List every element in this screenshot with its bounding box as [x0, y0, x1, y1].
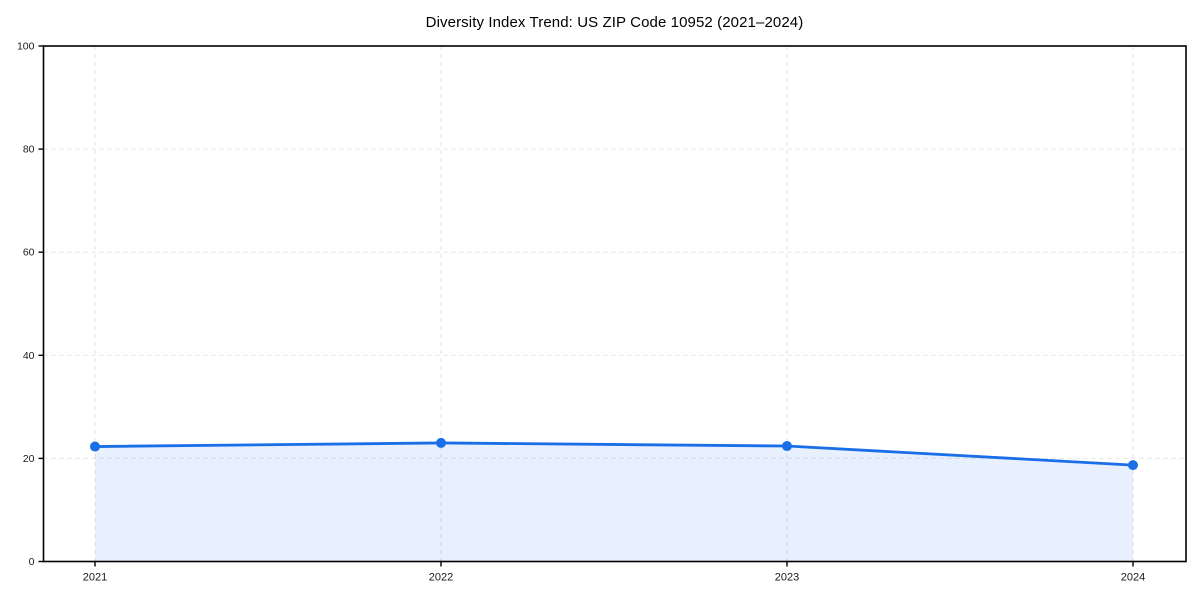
y-tick-label: 20 [23, 453, 35, 465]
x-tick-label: 2022 [429, 572, 453, 584]
data-point [436, 437, 446, 448]
y-tick-label: 80 [23, 144, 35, 156]
y-tick-label: 60 [23, 247, 35, 259]
y-tick-label: 0 [29, 556, 35, 568]
x-tick-label: 2024 [1121, 572, 1145, 584]
data-point [1128, 460, 1138, 471]
y-tick-label: 100 [17, 41, 35, 53]
series-area-fill [95, 442, 1133, 562]
data-point [782, 441, 792, 452]
y-tick-label: 40 [23, 350, 35, 362]
x-tick-label: 2021 [83, 572, 107, 584]
data-point [90, 441, 100, 452]
chart-title: Diversity Index Trend: US ZIP Code 10952… [425, 14, 804, 31]
plot-border [42, 45, 1187, 563]
x-tick-label: 2023 [775, 572, 799, 584]
series-line [93, 441, 1135, 467]
